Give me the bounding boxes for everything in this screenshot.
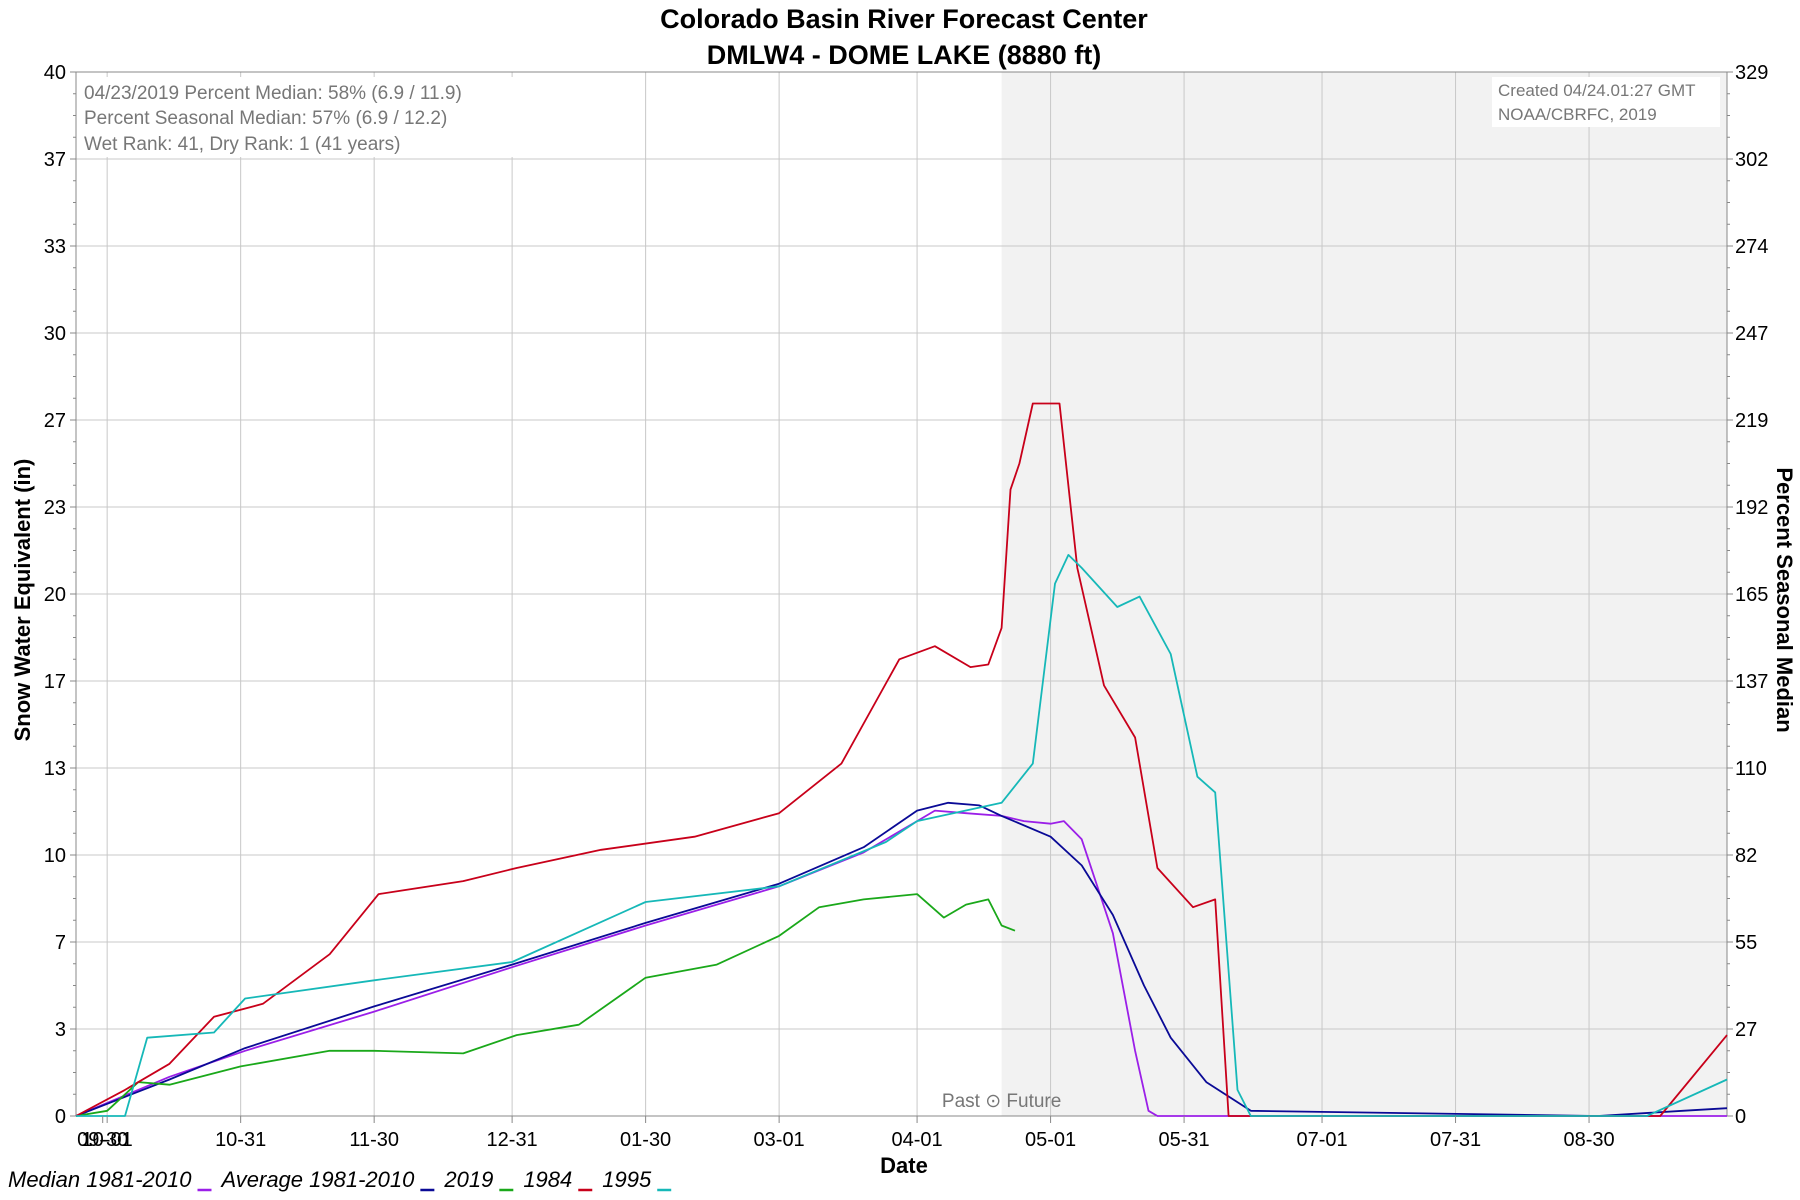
info-seasonal-median: Percent Seasonal Median: 57% (6.9 / 12.2… — [84, 108, 447, 129]
info-box-right: Created 04/24.01:27 GMT NOAA/CBRFC, 2019 — [1492, 77, 1720, 127]
y2-tick-label: 137 — [1735, 671, 1768, 693]
legend-label: Average 1981-2010 — [219, 1167, 415, 1192]
y2-tick-label: 165 — [1735, 584, 1768, 606]
x-tick-label: 07-01 — [1296, 1129, 1347, 1151]
y-tick-label: 33 — [44, 236, 66, 258]
x-tick-label: 05-31 — [1159, 1129, 1210, 1151]
x-tick-label: 08-30 — [1563, 1129, 1614, 1151]
y-tick-label: 17 — [44, 671, 66, 693]
x-tick-label: 05-01 — [1025, 1129, 1076, 1151]
series-line-average-1981-2010 — [75, 801, 1728, 1117]
y2-axis-label: Percent Seasonal Median — [1772, 467, 1797, 732]
y2-tick-label: 329 — [1735, 62, 1768, 84]
x-tick-label: 12-31 — [487, 1129, 538, 1151]
legend-label: 2019 — [443, 1167, 493, 1192]
info-percent-median: 04/23/2019 Percent Median: 58% (6.9 / 11… — [84, 83, 462, 104]
y-tick-label: 23 — [44, 497, 66, 519]
x-tick-label: 01-30 — [620, 1129, 671, 1151]
y2-tick-label: 274 — [1735, 236, 1768, 258]
x-tick-label: 07-31 — [1430, 1129, 1481, 1151]
y2-tick-label: 0 — [1735, 1106, 1746, 1128]
info-credit: NOAA/CBRFC, 2019 — [1498, 105, 1657, 124]
x-axis-label: Date — [880, 1153, 928, 1178]
x-tick-label: 10-01 — [82, 1129, 133, 1151]
series-line-1984 — [75, 402, 1728, 1117]
x-tick-label: 11-30 — [349, 1129, 399, 1151]
legend-label: 1995 — [602, 1167, 652, 1192]
series-line-2019 — [75, 893, 1016, 1117]
y-tick-label: 0 — [55, 1106, 66, 1128]
past-future-label: Past ⊙ Future — [942, 1091, 1061, 1112]
chart-subtitle: DMLW4 - DOME LAKE (8880 ft) — [707, 40, 1102, 70]
y2-tick-label: 110 — [1735, 758, 1767, 780]
x-tick-label: 09-30 — [77, 1129, 128, 1151]
y-tick-label: 30 — [44, 323, 66, 345]
y2-tick-label: 55 — [1735, 932, 1757, 954]
y-tick-label: 20 — [44, 584, 66, 606]
y-tick-label: 13 — [44, 758, 66, 780]
x-tick-label: 10-31 — [215, 1129, 266, 1151]
series-line-1995 — [76, 554, 1728, 1117]
info-created: Created 04/24.01:27 GMT — [1498, 81, 1696, 100]
y2-tick-label: 192 — [1735, 497, 1768, 519]
x-tick-label: 04-01 — [891, 1129, 942, 1151]
grid — [76, 72, 1727, 1116]
legend-label: 1984 — [523, 1167, 572, 1192]
legend: Median 1981-2010 Average 1981-2010 2019 198… — [8, 1167, 672, 1192]
y-tick-label: 40 — [44, 62, 66, 84]
info-rank: Wet Rank: 41, Dry Rank: 1 (41 years) — [84, 134, 400, 155]
series-line-median-1981-2010 — [75, 809, 1727, 1117]
series-lines — [75, 402, 1728, 1117]
info-box-left: 04/23/2019 Percent Median: 58% (6.9 / 11… — [78, 77, 514, 157]
y-tick-label: 27 — [44, 410, 66, 432]
x-tick-label: 03-01 — [754, 1129, 805, 1151]
y-axis-label: Snow Water Equivalent (in) — [10, 459, 35, 742]
y2-tick-label: 219 — [1735, 410, 1768, 432]
legend-label: Median 1981-2010 — [8, 1167, 192, 1192]
y-tick-label: 7 — [55, 932, 66, 954]
chart-title: Colorado Basin River Forecast Center — [660, 4, 1148, 34]
y2-tick-label: 247 — [1735, 323, 1768, 345]
y-tick-label: 37 — [44, 149, 66, 171]
y-tick-label: 3 — [55, 1019, 66, 1041]
y2-tick-label: 302 — [1735, 149, 1768, 171]
y-tick-label: 10 — [44, 845, 66, 867]
y2-tick-label: 82 — [1735, 845, 1757, 867]
y2-tick-label: 27 — [1735, 1019, 1757, 1041]
